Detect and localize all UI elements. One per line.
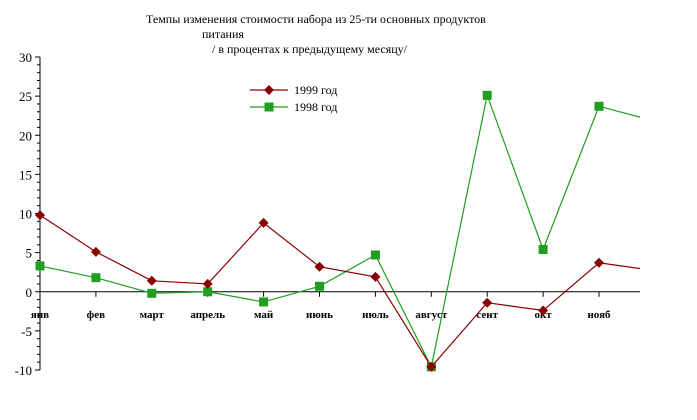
data-point [314, 261, 325, 272]
data-point [90, 246, 101, 257]
chart-title-line-2: питания [202, 27, 244, 41]
legend-marker-square [264, 102, 274, 112]
data-point [538, 244, 548, 254]
data-point [91, 273, 101, 283]
data-point [315, 281, 324, 291]
x-tick-label: апрель [190, 309, 225, 321]
data-point [370, 271, 381, 282]
x-tick-label: июнь [306, 309, 333, 321]
chart-title-line-3: / в процентах к предыдущему месяцу/ [212, 42, 407, 56]
y-tick-label: 25 [19, 89, 32, 104]
data-point [426, 361, 437, 372]
x-tick-label: май [254, 309, 274, 321]
legend-label: 1998 год [294, 100, 337, 114]
series-line-1998-год [39, 93, 640, 369]
series-1998 [35, 90, 640, 372]
y-tick-label: 20 [19, 128, 32, 143]
data-point [370, 250, 380, 260]
data-point [35, 261, 45, 271]
data-point [202, 278, 213, 289]
data-point [482, 90, 492, 100]
y-tick-label: 15 [19, 167, 32, 182]
data-point [35, 210, 45, 221]
data-point [594, 101, 604, 111]
legend-marker-diamond [264, 85, 274, 95]
y-tick-label: 5 [26, 246, 33, 261]
data-point [259, 297, 269, 307]
x-tick-label: сент [476, 309, 498, 321]
data-point [594, 257, 604, 268]
x-tick-label: нояб [587, 309, 611, 321]
data-point [258, 217, 269, 228]
legend-label: 1999 год [294, 83, 337, 97]
x-tick-label: март [140, 309, 165, 321]
x-tick-label: фев [87, 309, 105, 321]
x-tick-label: янв [31, 309, 49, 321]
data-point [146, 275, 157, 286]
y-tick-label: 10 [19, 207, 32, 222]
x-tick-label: июль [362, 309, 389, 321]
y-tick-label: -10 [15, 363, 32, 378]
x-tick-label: август [415, 309, 447, 321]
data-point [203, 287, 213, 297]
data-point [482, 297, 493, 308]
y-tick-label: -5 [21, 324, 32, 339]
series-line-1999-год [39, 214, 640, 368]
y-tick-label: 0 [26, 285, 33, 300]
data-point [538, 305, 549, 316]
data-point [147, 288, 157, 298]
chart-title-line-1: Темпы изменения стоимости набора из 25-т… [146, 12, 486, 26]
series-1999 [35, 210, 640, 372]
y-tick-label: 30 [19, 50, 32, 65]
